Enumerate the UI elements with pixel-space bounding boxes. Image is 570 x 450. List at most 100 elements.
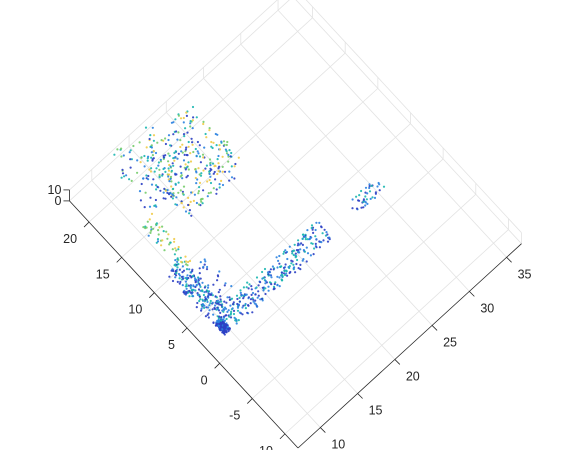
data-point <box>152 150 155 153</box>
data-point <box>212 321 215 324</box>
data-point <box>221 165 224 168</box>
data-point <box>368 185 371 188</box>
data-point <box>155 205 158 208</box>
data-point <box>326 240 330 243</box>
data-point <box>351 207 354 210</box>
data-point <box>168 154 171 157</box>
data-point <box>164 170 167 173</box>
data-point <box>199 298 202 301</box>
data-point <box>294 271 297 274</box>
data-point <box>362 200 365 203</box>
data-point <box>205 306 208 309</box>
data-point <box>191 143 194 146</box>
data-point <box>364 201 367 204</box>
data-point <box>198 144 201 147</box>
data-point <box>120 155 123 158</box>
data-point <box>154 198 157 202</box>
data-point <box>145 174 148 177</box>
data-point <box>217 319 220 322</box>
data-point <box>358 194 361 197</box>
data-point <box>328 236 331 239</box>
data-point <box>215 192 218 195</box>
data-point <box>228 170 231 173</box>
data-point <box>180 260 183 263</box>
data-point <box>155 222 158 225</box>
data-point <box>220 321 223 324</box>
data-point <box>184 148 187 151</box>
data-point <box>376 185 379 188</box>
data-point <box>172 187 175 190</box>
data-point <box>382 185 386 188</box>
gridline-x <box>240 43 470 292</box>
data-point <box>181 143 184 146</box>
data-point <box>172 133 175 136</box>
data-point <box>252 300 255 303</box>
data-point <box>185 276 188 279</box>
data-point <box>217 170 220 173</box>
data-point <box>196 292 199 295</box>
data-point <box>259 281 262 284</box>
data-point <box>174 247 177 250</box>
data-point <box>245 286 248 289</box>
data-point <box>186 131 189 134</box>
data-point <box>171 193 174 196</box>
data-point <box>355 195 358 198</box>
data-point <box>371 196 374 199</box>
data-point <box>304 238 307 241</box>
data-point <box>244 304 247 307</box>
data-point <box>174 203 177 206</box>
data-point <box>187 291 190 294</box>
data-point <box>146 159 149 162</box>
data-point <box>187 168 190 171</box>
data-point <box>203 263 206 266</box>
data-point <box>244 294 247 297</box>
data-point <box>181 271 184 274</box>
y-tick <box>279 433 286 440</box>
data-point <box>150 183 154 186</box>
data-point <box>159 189 162 192</box>
data-point <box>306 252 310 255</box>
data-point <box>225 152 229 155</box>
data-point <box>267 273 270 276</box>
data-point <box>165 230 168 233</box>
data-point <box>216 279 219 282</box>
data-point <box>241 306 244 309</box>
data-point <box>180 202 183 205</box>
data-point <box>167 169 171 172</box>
data-point <box>164 197 167 200</box>
data-point <box>182 116 185 120</box>
data-point <box>207 292 210 295</box>
data-point <box>116 148 119 151</box>
data-point <box>184 280 187 283</box>
data-point <box>181 177 184 180</box>
data-point <box>283 250 286 253</box>
data-point <box>227 309 230 312</box>
data-point <box>175 274 178 277</box>
data-point <box>174 264 177 267</box>
gridline-y <box>186 123 411 329</box>
data-point <box>189 122 192 125</box>
data-point <box>187 203 190 207</box>
data-point <box>216 158 219 161</box>
data-point <box>218 315 221 318</box>
data-point <box>171 248 174 251</box>
data-point <box>305 246 308 249</box>
data-point <box>167 175 170 178</box>
data-point <box>199 261 202 264</box>
data-point <box>194 168 197 171</box>
data-point <box>278 254 281 258</box>
data-point <box>290 259 293 262</box>
data-point <box>211 162 215 165</box>
data-point <box>217 162 220 165</box>
data-point <box>220 319 223 322</box>
data-point <box>202 156 205 159</box>
data-point <box>147 178 150 181</box>
x-tick-label: 10 <box>331 438 345 450</box>
data-point <box>179 145 182 149</box>
data-point <box>225 317 228 321</box>
data-point <box>360 206 363 209</box>
data-point <box>157 233 160 236</box>
data-point <box>142 177 145 180</box>
data-point <box>247 287 250 290</box>
data-point <box>239 291 242 294</box>
